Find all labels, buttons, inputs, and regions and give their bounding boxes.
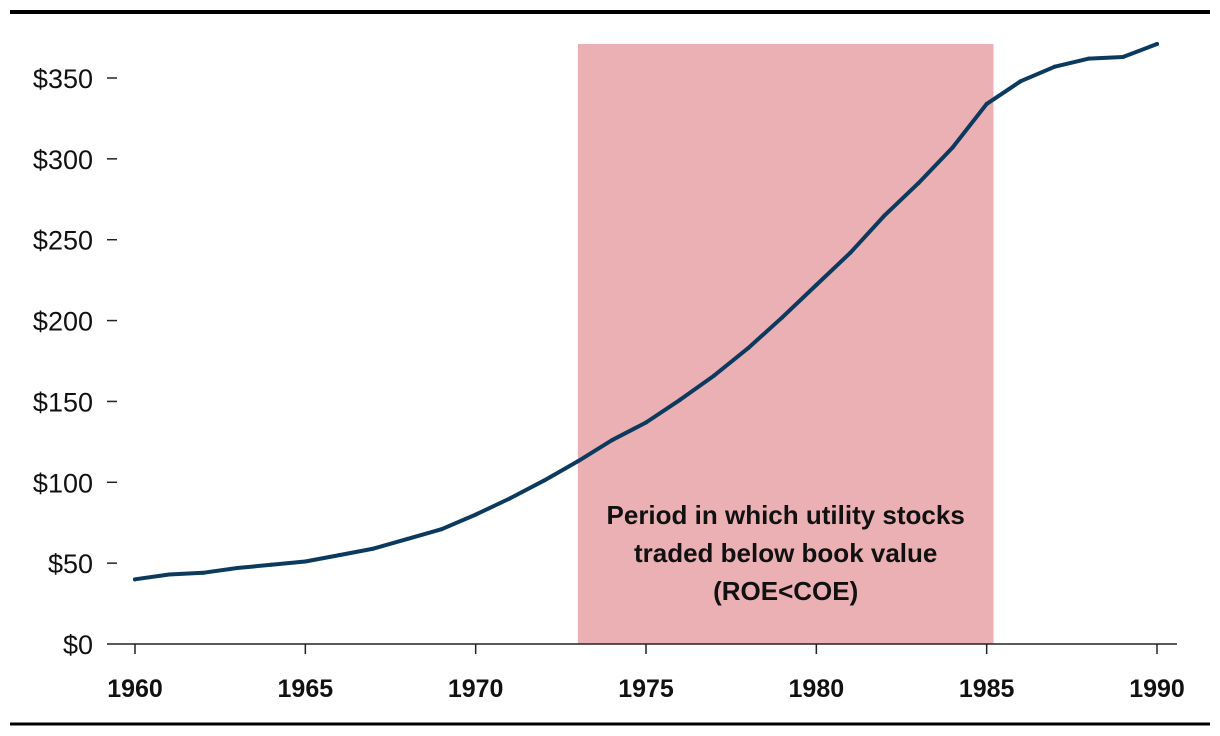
data-point: [439, 527, 444, 532]
x-tick-label: 1985: [959, 675, 1015, 703]
y-tick-label: $0: [63, 630, 93, 660]
data-point: [1052, 64, 1057, 69]
data-point: [609, 438, 614, 443]
series-layer: [133, 42, 1159, 582]
x-tick-label: 1990: [1129, 675, 1185, 703]
data-point: [405, 536, 410, 541]
shaded-region-layer: [577, 44, 994, 644]
data-point: [644, 420, 648, 425]
data-point: [269, 562, 274, 567]
data-point: [201, 570, 206, 575]
data-point: [167, 572, 172, 577]
data-point: [337, 553, 342, 558]
x-tick-label: 1960: [107, 675, 163, 703]
data-point: [1018, 79, 1023, 84]
y-tick-label: $300: [33, 145, 93, 175]
data-point: [984, 101, 989, 106]
data-point: [1155, 42, 1159, 47]
data-point: [473, 512, 478, 517]
data-point: [950, 145, 955, 150]
data-point: [1120, 54, 1125, 59]
x-tick-label: 1980: [789, 675, 845, 703]
data-point: [814, 282, 819, 287]
x-tick-label: 1975: [618, 675, 674, 703]
y-tick-label: $50: [48, 549, 93, 579]
data-point: [575, 459, 580, 464]
data-point: [235, 565, 240, 570]
data-point: [848, 250, 853, 255]
data-point: [133, 577, 137, 582]
data-point: [1086, 56, 1091, 61]
data-point: [541, 478, 546, 483]
data-point: [678, 397, 683, 402]
tick-label-layer: $0 $50 $100 $150 $200 $250 $300 $350 1960 1965 197…: [33, 64, 1185, 703]
annotation-line: (ROE<COE): [713, 576, 858, 606]
y-tick-label: $350: [33, 64, 93, 94]
data-point: [371, 546, 376, 551]
annotation-layer: Period in which utility stocks traded bel…: [607, 500, 965, 606]
y-tick-label: $150: [33, 387, 93, 417]
annotation-line: traded below book value: [634, 538, 937, 568]
data-point: [303, 559, 308, 564]
data-point: [712, 373, 717, 378]
x-tick-label: 1965: [278, 675, 334, 703]
x-tick-label: 1970: [448, 675, 504, 703]
shaded-region: [577, 44, 994, 644]
annotation-line: Period in which utility stocks: [607, 500, 965, 530]
data-point: [882, 213, 887, 218]
y-tick-label: $250: [33, 226, 93, 256]
data-point: [780, 315, 785, 320]
y-tick-label: $100: [33, 468, 93, 498]
data-point: [746, 346, 751, 351]
data-point: [507, 496, 512, 501]
y-tick-label: $200: [33, 307, 93, 337]
data-point: [916, 181, 921, 186]
axis-layer: [107, 77, 1177, 654]
